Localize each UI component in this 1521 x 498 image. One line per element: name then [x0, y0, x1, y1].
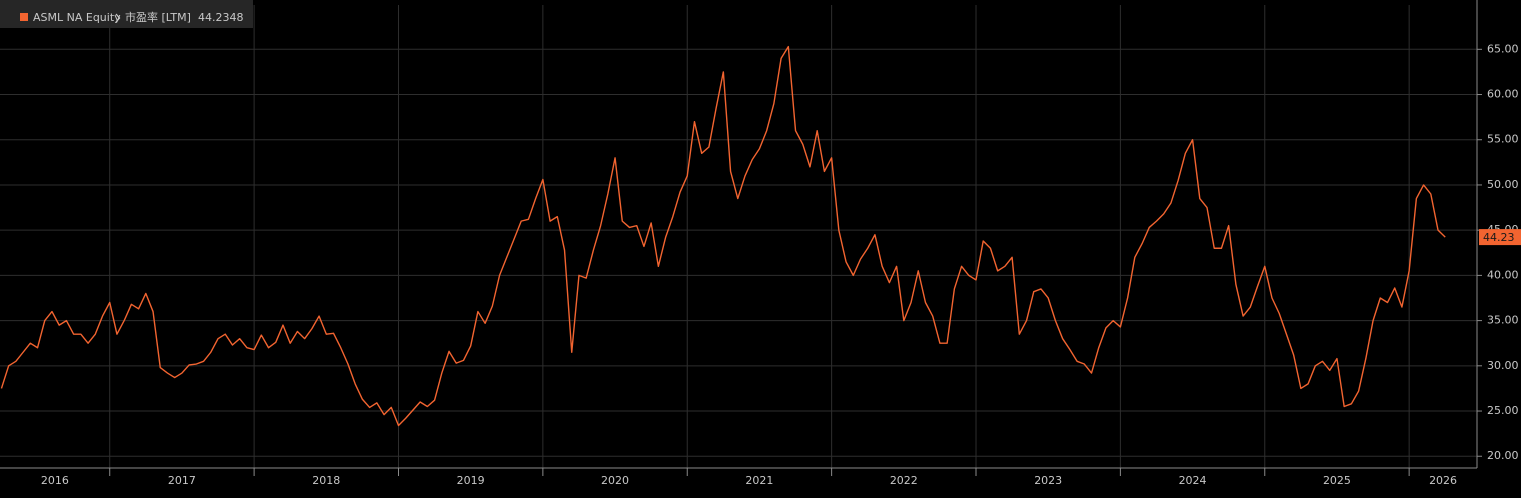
legend-swatch [20, 13, 28, 21]
y-tick-label: 35.00 [1487, 314, 1519, 327]
series-line [0, 45, 1446, 427]
x-tick-label: 2021 [745, 474, 773, 487]
y-tick-label: 20.00 [1487, 449, 1519, 462]
last-value-label: 44.23 [1483, 231, 1515, 244]
legend-metric: 市盈率 [LTM] [125, 10, 191, 24]
y-tick-label: 60.00 [1487, 88, 1519, 101]
legend-chevron [115, 13, 121, 23]
x-tick-label: 2020 [601, 474, 629, 487]
x-tick-label: 2019 [457, 474, 485, 487]
x-tick-label: 2017 [168, 474, 196, 487]
y-tick-label: 50.00 [1487, 178, 1519, 191]
y-tick-label: 40.00 [1487, 268, 1519, 281]
legend-series: ASML NA Equity [33, 11, 121, 24]
grid [0, 5, 1477, 468]
plot [0, 45, 1446, 427]
legend-last-value: 44.2348 [198, 11, 244, 24]
y-tick-label: 25.00 [1487, 404, 1519, 417]
x-tick-label: 2024 [1179, 474, 1207, 487]
legend: ASML NA Equity 市盈率 [LTM] 44.2348 [0, 0, 253, 28]
y-tick-label: 65.00 [1487, 42, 1519, 55]
x-tick-label: 2016 [41, 474, 69, 487]
last-value-box [1479, 229, 1521, 246]
y-tick-label: 30.00 [1487, 359, 1519, 372]
legend-box [0, 0, 253, 28]
x-tick-label: 2022 [890, 474, 918, 487]
x-tick-label: 2023 [1034, 474, 1062, 487]
y-tick-label: 55.00 [1487, 133, 1519, 146]
x-tick-label: 2025 [1323, 474, 1351, 487]
x-tick-label: 2026 [1429, 474, 1457, 487]
x-tick-label: 2018 [312, 474, 340, 487]
